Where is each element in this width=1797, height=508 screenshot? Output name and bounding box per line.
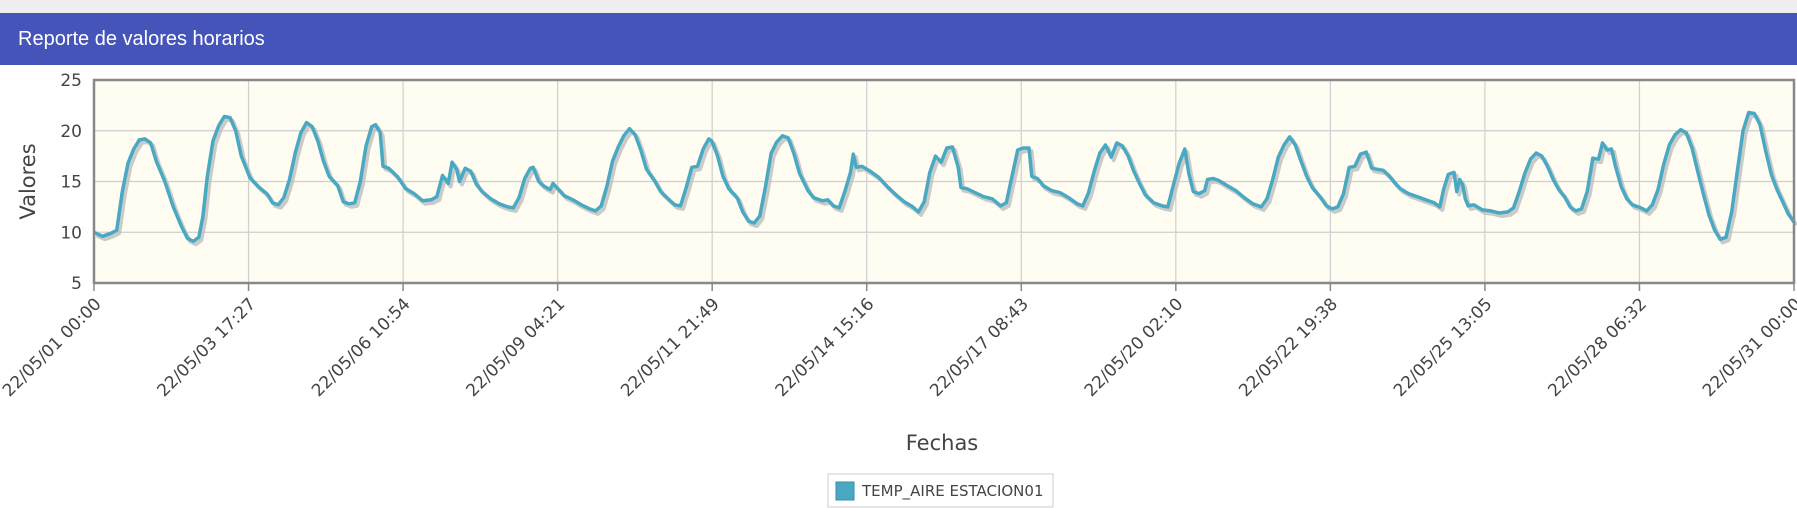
- x-axis-title: Fechas: [906, 431, 979, 455]
- x-axis-ticks: 22/05/01 00:00 22/05/03 17:27 22/05/06 10:…: [0, 294, 1797, 401]
- x-tick-label: 22/05/31 00:00: [1699, 294, 1797, 401]
- report-header: Reporte de valores horarios: [0, 13, 1797, 65]
- x-tick-label: 22/05/11 21:49: [617, 294, 724, 401]
- y-tick-label: 5: [71, 274, 82, 294]
- y-tick-label: 25: [60, 71, 82, 91]
- x-tick-label: 22/05/20 02:10: [1081, 294, 1188, 401]
- plot-border: [92, 78, 1796, 285]
- x-tick-label: 22/05/25 13:05: [1390, 294, 1497, 401]
- x-tick-label: 22/05/09 04:21: [463, 294, 570, 401]
- legend-label: TEMP_AIRE ESTACION01: [861, 482, 1044, 501]
- legend[interactable]: TEMP_AIRE ESTACION01: [827, 473, 1054, 508]
- x-tick-label: 22/05/17 08:43: [926, 294, 1033, 401]
- y-axis-ticks: 5 10 15 20 25: [60, 71, 82, 294]
- x-tick-label: 22/05/14 15:16: [772, 294, 879, 401]
- series-layer: [93, 110, 1797, 247]
- y-axis-title: Valores: [16, 143, 40, 219]
- y-tick-label: 20: [60, 122, 82, 142]
- x-tick-label: 22/05/06 10:54: [308, 294, 415, 401]
- top-strip: [0, 0, 1797, 13]
- x-tick-label: 22/05/28 06:32: [1544, 294, 1651, 401]
- x-tick-label: 22/05/01 00:00: [0, 294, 106, 401]
- y-tick-label: 10: [60, 223, 82, 243]
- x-tick-label: 22/05/22 19:38: [1235, 294, 1342, 401]
- y-tick-label: 15: [60, 173, 82, 193]
- series-line: [93, 110, 1796, 244]
- x-tick-label: 22/05/03 17:27: [153, 294, 260, 401]
- legend-swatch: [835, 481, 855, 501]
- legend-box[interactable]: [827, 473, 1054, 508]
- report-title: Reporte de valores horarios: [18, 27, 265, 50]
